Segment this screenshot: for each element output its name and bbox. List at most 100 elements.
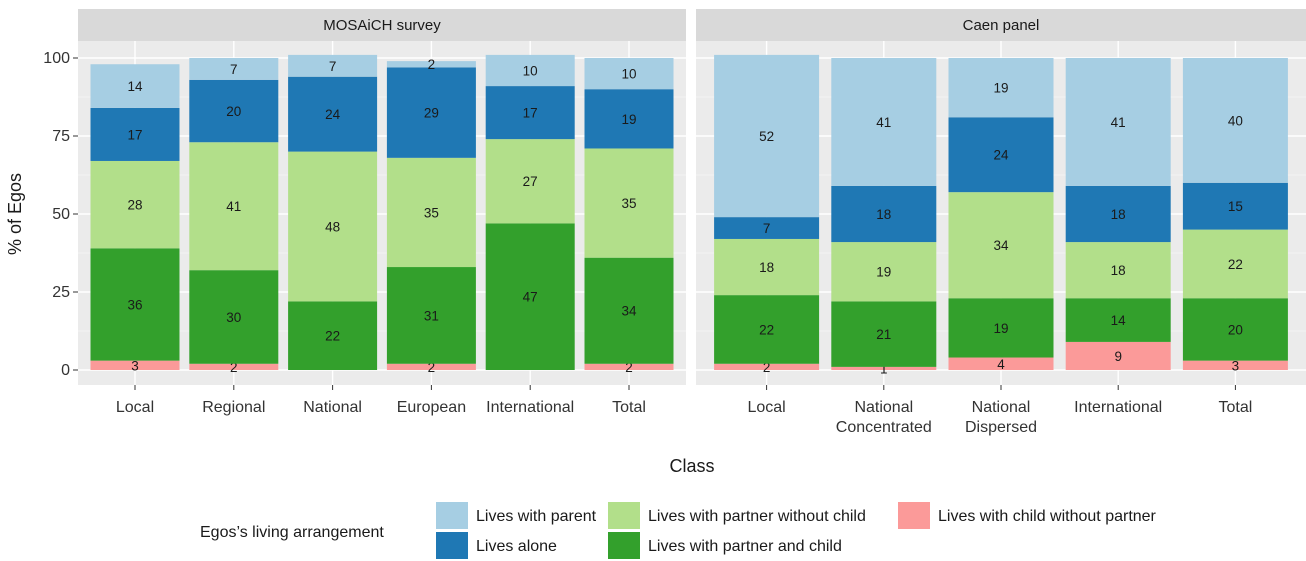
legend-label: Lives with parent [476,508,597,525]
data-label: 7 [763,221,771,236]
bar-segment-lives-with-partner-and-child [485,223,575,370]
data-label: 10 [621,67,636,82]
bar-segment-lives-alone [714,217,820,239]
bar-segment-lives-with-parent [288,54,378,77]
x-tick-label: National Dispersed [965,399,1037,436]
data-label: 24 [993,148,1009,163]
y-axis-title: % of Egos [5,173,25,255]
x-tick-label: Total [1219,399,1253,416]
data-label: 18 [1111,207,1126,222]
chart-panels: MOSAiCH survey336281714Local23041207Regi… [43,9,1306,436]
bar-segment-lives-alone [831,185,937,243]
legend-title: Egos’s living arrangement [200,524,384,541]
panel-strip [78,9,686,41]
data-label: 52 [759,129,774,144]
x-tick-label: Regional [202,399,265,416]
data-label: 21 [876,327,891,342]
bar-segment-lives-with-partner-and-child [584,257,674,364]
data-label: 17 [127,127,142,142]
bar-segment-lives-with-child-without-partner [831,366,937,370]
legend-swatch [898,502,930,529]
legend: Egos’s living arrangement Lives with par… [200,502,1157,559]
bar-segment-lives-with-child-without-partner [1182,360,1288,370]
bar-segment-lives-with-partner-without-child [90,160,180,249]
data-label: 48 [325,219,340,234]
bar-segment-lives-with-parent [1065,58,1171,186]
bar-european: 2 31 35 29 2 [386,57,476,375]
data-label: 24 [325,107,341,122]
bar-segment-lives-with-partner-without-child [1182,229,1288,299]
x-axis-title: Class [669,456,714,476]
bar-segment-lives-alone [386,67,476,158]
bar-segment-lives-with-parent [584,58,674,90]
legend-label: Lives with child without partner [938,508,1157,525]
data-label: 47 [523,290,538,305]
bar-segment-lives-with-partner-and-child [386,267,476,364]
data-label: 18 [1111,263,1126,278]
bar-segment-lives-with-partner-without-child [831,242,937,302]
bar-total: 2 34 35 19 10 [584,58,674,375]
bar-segment-lives-with-partner-without-child [386,157,476,268]
bar-segment-lives-with-partner-without-child [714,238,820,296]
data-label: 17 [523,106,538,121]
legend-items: Lives with parent Lives alone Lives with p… [436,502,1157,559]
data-label: 34 [621,304,637,319]
data-label: 41 [1111,115,1126,130]
y-tick-label: 100 [43,50,70,67]
bar-segment-lives-with-parent [831,58,937,186]
bar-segment-lives-with-child-without-partner [189,363,279,370]
bar-segment-lives-with-partner-without-child [584,148,674,258]
legend-item-lives-with-partner-without-child: Lives with partner without child [608,502,866,529]
panel-caen-panel: Caen panel22218752Local121191841National… [696,9,1306,436]
bar-segment-lives-with-partner-without-child [288,151,378,302]
legend-swatch [608,532,640,559]
data-label: 19 [621,112,636,127]
bar-segment-lives-with-parent [1182,58,1288,183]
x-tick-label: National Concentrated [836,399,932,436]
bar-total: 3 20 22 15 40 [1182,58,1288,373]
bar-international: 9 14 18 18 41 [1065,58,1171,370]
bar-segment-lives-with-partner-and-child [1182,298,1288,361]
bar-international: 47 27 17 10 [485,54,575,370]
bar-segment-lives-with-child-without-partner [584,363,674,370]
data-label: 20 [226,104,241,119]
legend-swatch [436,502,468,529]
data-label: 36 [127,297,142,312]
x-tick-label: European [397,399,466,416]
data-label: 34 [993,238,1009,253]
bar-segment-lives-alone [485,86,575,140]
data-label: 27 [523,174,538,189]
legend-swatch [608,502,640,529]
bar-national-concentrated: 1 21 19 18 41 [831,58,937,376]
data-label: 40 [1228,113,1243,128]
data-label: 9 [1114,349,1122,364]
bar-segment-lives-alone [1182,182,1288,230]
bar-segment-lives-with-child-without-partner [1065,341,1171,370]
data-label: 10 [523,63,538,78]
bar-segment-lives-with-parent [189,58,279,80]
bar-segment-lives-with-parent [714,54,820,218]
panel-mosaich-survey: MOSAiCH survey336281714Local23041207Regi… [43,9,686,416]
y-tick-label: 75 [52,128,70,145]
data-label: 2 [230,360,238,375]
x-tick-label: Total [612,399,646,416]
bar-segment-lives-with-partner-and-child [948,298,1054,358]
data-label: 3 [1232,358,1240,373]
data-label: 19 [876,265,891,280]
data-label: 22 [759,322,774,337]
data-label: 22 [325,329,340,344]
bar-segment-lives-with-child-without-partner [90,360,180,370]
bar-segment-lives-alone [1065,185,1171,243]
data-label: 35 [621,196,636,211]
bar-segment-lives-with-partner-and-child [288,301,378,370]
legend-item-lives-with-child-without-partner: Lives with child without partner [898,502,1157,529]
bar-national: 22 48 24 7 [288,54,378,370]
data-label: 4 [997,357,1005,372]
legend-label: Lives with partner and child [648,538,842,555]
x-tick-label: International [486,399,574,416]
bar-segment-lives-with-partner-and-child [189,270,279,364]
data-label: 3 [131,358,139,373]
legend-item-lives-with-parent: Lives with parent [436,502,597,529]
data-label: 19 [993,81,1008,96]
